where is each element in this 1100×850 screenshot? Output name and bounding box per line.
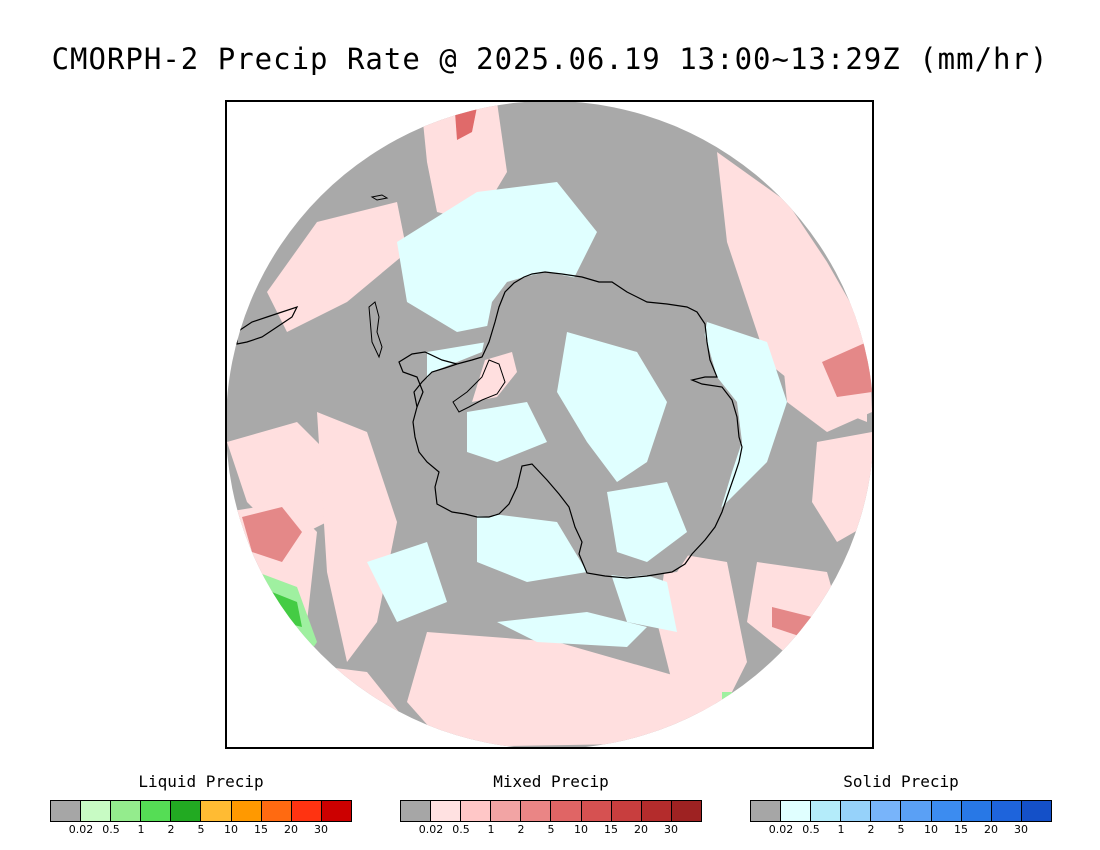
- legend-tick-label: 2: [867, 823, 875, 836]
- legend-tick-label: 5: [547, 823, 555, 836]
- solid-precip-area: [477, 512, 587, 582]
- legend-tick-label: 20: [984, 823, 998, 836]
- solid-precip-area: [367, 542, 447, 622]
- mixed-precip-area: [227, 422, 337, 542]
- legend-swatch: [491, 801, 522, 821]
- legend-swatch: [1021, 801, 1051, 821]
- legend-swatch: [551, 801, 582, 821]
- legend-swatch: [811, 801, 842, 821]
- mixed-precip-area: [657, 552, 747, 722]
- solid-precip-area: [557, 332, 667, 482]
- legend-swatch: [611, 801, 642, 821]
- legend-tick-label: 1: [837, 823, 845, 836]
- legend-swatch: [321, 801, 351, 821]
- legend-swatch: [931, 801, 962, 821]
- legend-tick-label: 5: [897, 823, 905, 836]
- legend-tick-label: 0.02: [768, 823, 794, 836]
- legend-tick-label: 10: [574, 823, 588, 836]
- legend-tick-label: 0.5: [452, 823, 470, 836]
- legend-swatch: [461, 801, 492, 821]
- legend-title: Mixed Precip: [493, 772, 609, 791]
- solid-precip-area: [607, 482, 687, 562]
- legend-tick-label: 20: [284, 823, 298, 836]
- solid-precip-area: [497, 612, 647, 647]
- legend-tick-label: 0.02: [68, 823, 94, 836]
- mixed-precip-core: [242, 507, 302, 562]
- legend-swatch: [841, 801, 872, 821]
- legend-ticks: 0.02 0.5 1 2 5 10 15 20 30: [400, 823, 702, 837]
- legend-tick-label: 30: [314, 823, 328, 836]
- legend-tick-label: 5: [197, 823, 205, 836]
- mixed-precip-area: [317, 412, 397, 662]
- chart-title: CMORPH-2 Precip Rate @ 2025.06.19 13:00~…: [51, 42, 1049, 76]
- legend-mixed-precip: Mixed Precip 0.02 0.5 1 2 5 10 15 20 30: [400, 772, 702, 842]
- liquid-precip-area: [272, 592, 302, 627]
- south-america-coastline: [236, 305, 299, 345]
- legend-swatch: [261, 801, 292, 821]
- legend-tick-label: 30: [1014, 823, 1028, 836]
- antarctic-precip-map: [227, 102, 872, 747]
- legend-swatch: [111, 801, 142, 821]
- legend-swatch: [671, 801, 701, 821]
- legend-swatch: [141, 801, 172, 821]
- legend-tick-label: 15: [954, 823, 968, 836]
- legend-tick-label: 1: [487, 823, 495, 836]
- antarctica-coastline: [412, 271, 743, 579]
- legend-tick-label: 15: [254, 823, 268, 836]
- legend-swatch: [201, 801, 232, 821]
- legend-swatch: [521, 801, 552, 821]
- solid-precip-area: [467, 402, 547, 462]
- legend-title: Solid Precip: [843, 772, 959, 791]
- legend-swatch: [171, 801, 202, 821]
- legend-tick-label: 10: [924, 823, 938, 836]
- legend-liquid-precip: Liquid Precip 0.02 0.5 1 2 5 10 15 20 30: [50, 772, 352, 842]
- mixed-precip-area: [407, 632, 747, 747]
- legend-tick-label: 15: [604, 823, 618, 836]
- south-georgia-coastline: [370, 194, 389, 201]
- legend-tick-label: 20: [634, 823, 648, 836]
- legend-swatch: [901, 801, 932, 821]
- legend-tick-label: 0.5: [802, 823, 820, 836]
- legend-swatch: [991, 801, 1022, 821]
- legend-tick-label: 2: [167, 823, 175, 836]
- mixed-precip-area: [472, 352, 517, 402]
- legend-ticks: 0.02 0.5 1 2 5 10 15 20 30: [50, 823, 352, 837]
- legend-tick-label: 2: [517, 823, 525, 836]
- legend-solid-precip: Solid Precip 0.02 0.5 1 2 5 10 15 20 30: [750, 772, 1052, 842]
- mixed-precip-core: [455, 107, 477, 140]
- liquid-precip-area: [722, 692, 732, 702]
- mixed-precip-area: [267, 202, 407, 332]
- mixed-precip-area: [812, 432, 872, 542]
- legend-swatch: [871, 801, 902, 821]
- legend-swatch: [961, 801, 992, 821]
- legend-swatch: [581, 801, 612, 821]
- legend-swatch: [401, 801, 432, 821]
- ross-ice-shelf-coastline: [452, 359, 506, 413]
- legend-swatch: [431, 801, 462, 821]
- polar-map: [225, 100, 874, 749]
- legend-swatch: [291, 801, 322, 821]
- legend-swatch: [51, 801, 82, 821]
- legend-tick-label: 10: [224, 823, 238, 836]
- legend-colorbar: [750, 800, 1052, 822]
- legend-tick-label: 0.5: [102, 823, 120, 836]
- legend-tick-label: 30: [664, 823, 678, 836]
- legend-swatch: [81, 801, 112, 821]
- legend-swatch: [231, 801, 262, 821]
- legend-swatch: [751, 801, 782, 821]
- legend-swatch: [641, 801, 672, 821]
- legend-tick-label: 1: [137, 823, 145, 836]
- islands-coastline: [368, 301, 383, 359]
- legend-swatch: [781, 801, 812, 821]
- solid-precip-area: [607, 562, 677, 632]
- legend-tick-label: 0.02: [418, 823, 444, 836]
- legend-colorbar: [400, 800, 702, 822]
- antarctic-peninsula-coastline: [398, 351, 458, 408]
- legend-ticks: 0.02 0.5 1 2 5 10 15 20 30: [750, 823, 1052, 837]
- legend-colorbar: [50, 800, 352, 822]
- mixed-precip-core: [822, 342, 872, 397]
- legend-title: Liquid Precip: [138, 772, 264, 791]
